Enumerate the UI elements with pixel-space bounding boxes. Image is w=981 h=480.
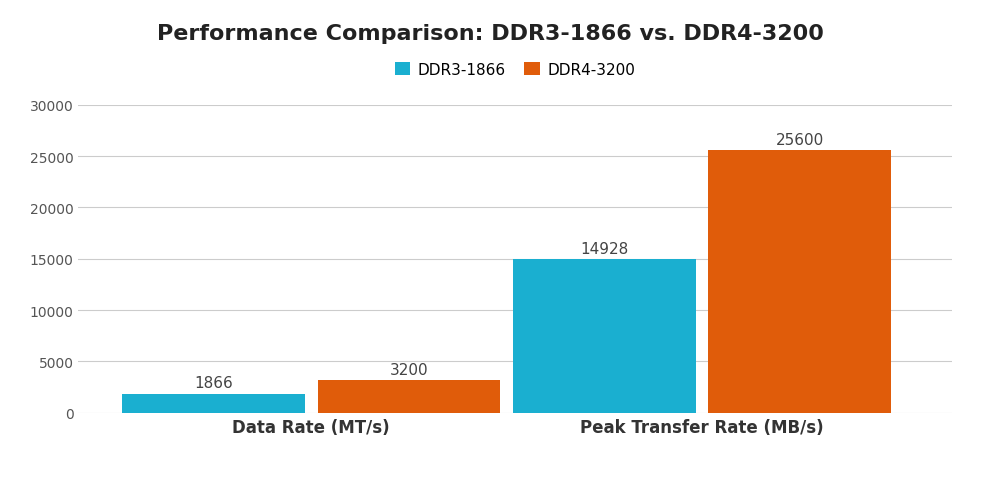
Bar <box>318 380 500 413</box>
Legend: DDR3-1866, DDR4-3200: DDR3-1866, DDR4-3200 <box>390 58 640 82</box>
Text: Performance Comparison: DDR3-1866 vs. DDR4-3200: Performance Comparison: DDR3-1866 vs. DD… <box>157 24 824 44</box>
Text: 1866: 1866 <box>194 376 232 391</box>
Text: 3200: 3200 <box>389 362 429 377</box>
Bar <box>708 151 892 413</box>
Bar <box>123 394 305 413</box>
Text: 25600: 25600 <box>776 132 824 147</box>
Text: 14928: 14928 <box>581 242 629 257</box>
Bar <box>513 260 696 413</box>
